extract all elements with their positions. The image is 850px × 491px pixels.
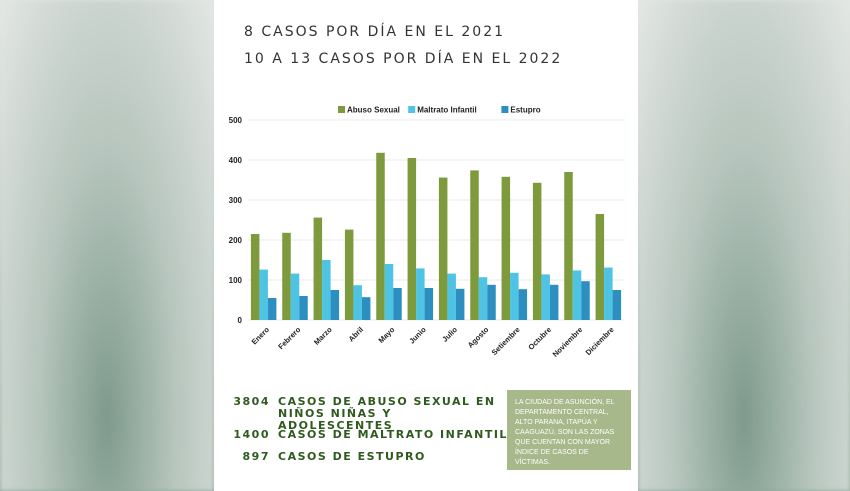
y-tick-label: 400 (229, 156, 243, 165)
legend-swatch (501, 106, 509, 113)
stat-number: 1400 (233, 428, 270, 441)
stat-text: CASOS DE ESTUPRO (278, 450, 426, 463)
x-tick-label: Febrero (276, 325, 302, 351)
stat-text: CASOS DE MALTRATO INFANTIL (278, 428, 508, 441)
y-tick-label: 200 (229, 236, 243, 245)
bar-estupro (424, 288, 434, 320)
headline-2021: 8 CASOS POR DÍA EN EL 2021 (244, 24, 506, 40)
x-tick-label: Diciembre (584, 325, 616, 357)
x-tick-label: Julio (440, 325, 459, 344)
bar-estupro (518, 289, 528, 320)
x-tick-label: Agosto (466, 325, 491, 350)
bar-abuso-sexual (564, 172, 573, 320)
bar-maltrato-infantil (541, 274, 550, 320)
bar-estupro (299, 296, 308, 320)
bar-estupro (487, 284, 496, 320)
legend-label: Abuso Sexual (347, 106, 400, 115)
y-tick-label: 500 (229, 116, 243, 125)
stat-estupro: 897 CASOS DE ESTUPRO (226, 451, 426, 463)
bar-abuso-sexual (282, 232, 291, 320)
bar-chart: 0 100 200 300 400 500 Abuso Sexual Maltrato Inf… (229, 106, 624, 359)
bar-abuso-sexual (595, 214, 605, 320)
bar-maltrato-infantil (259, 269, 268, 320)
bar-maltrato-infantil (447, 273, 456, 320)
bar-abuso-sexual (407, 158, 417, 320)
x-tick-label: Setiembre (490, 325, 522, 357)
stat-maltrato-infantil: 1400 CASOS DE MALTRATO INFANTIL (226, 429, 508, 441)
bar-abuso-sexual (470, 170, 479, 320)
legend-swatch (338, 106, 345, 113)
legend-swatch (408, 106, 416, 113)
x-tick-label: Marzo (312, 325, 334, 347)
x-tick-label: Enero (250, 325, 272, 347)
bar-abuso-sexual (250, 234, 260, 320)
infographic-card: 8 CASOS POR DÍA EN EL 2021 10 A 13 CASOS… (214, 0, 638, 491)
bar-estupro (267, 298, 277, 320)
bar-maltrato-infantil (416, 268, 425, 320)
bar-estupro (549, 284, 559, 320)
legend-label: Maltrato Infantil (417, 106, 477, 115)
bar-abuso-sexual (532, 182, 542, 320)
bar-maltrato-infantil (510, 272, 519, 320)
stat-abuso-sexual: 3804 CASOS DE ABUSO SEXUAL EN NIÑOS NIÑAS… (226, 396, 516, 432)
bar-abuso-sexual (501, 176, 511, 320)
stat-number: 3804 (233, 395, 270, 408)
y-tick-label: 100 (229, 276, 243, 285)
bar-estupro (455, 288, 465, 320)
headline-2022: 10 A 13 CASOS POR DÍA EN EL 2022 (244, 51, 563, 67)
x-tick-label: Abril (347, 325, 365, 343)
background-right (638, 0, 850, 491)
background-left (0, 0, 214, 491)
bar-estupro (393, 288, 402, 320)
stat-number: 897 (242, 450, 270, 463)
bar-maltrato-infantil (322, 260, 331, 320)
bar-maltrato-infantil (384, 264, 394, 320)
legend-label: Estupro (510, 106, 540, 115)
x-tick-label: Mayo (376, 325, 396, 345)
bar-maltrato-infantil (604, 267, 613, 320)
bar-abuso-sexual (438, 177, 448, 320)
bar-estupro (361, 297, 371, 320)
bar-estupro (612, 290, 622, 320)
y-tick-label: 300 (229, 196, 243, 205)
stat-text: CASOS DE ABUSO SEXUAL EN NIÑOS NIÑAS Y A… (278, 395, 496, 432)
bar-abuso-sexual (313, 217, 323, 320)
bar-maltrato-infantil (353, 285, 362, 320)
x-tick-label: Noviembre (551, 325, 585, 359)
bar-abuso-sexual (344, 229, 354, 320)
bar-maltrato-infantil (290, 273, 300, 320)
bar-estupro (581, 281, 590, 320)
bar-maltrato-infantil (478, 277, 488, 320)
regions-info-box: LA CIUDAD DE ASUNCIÓN, EL DEPARTAMENTO C… (507, 390, 631, 470)
y-tick-label: 0 (238, 316, 243, 325)
bar-maltrato-infantil (572, 270, 582, 320)
bar-estupro (330, 290, 340, 320)
x-tick-label: Junio (407, 325, 428, 346)
x-tick-label: Octubre (526, 325, 553, 352)
bar-abuso-sexual (376, 152, 385, 320)
